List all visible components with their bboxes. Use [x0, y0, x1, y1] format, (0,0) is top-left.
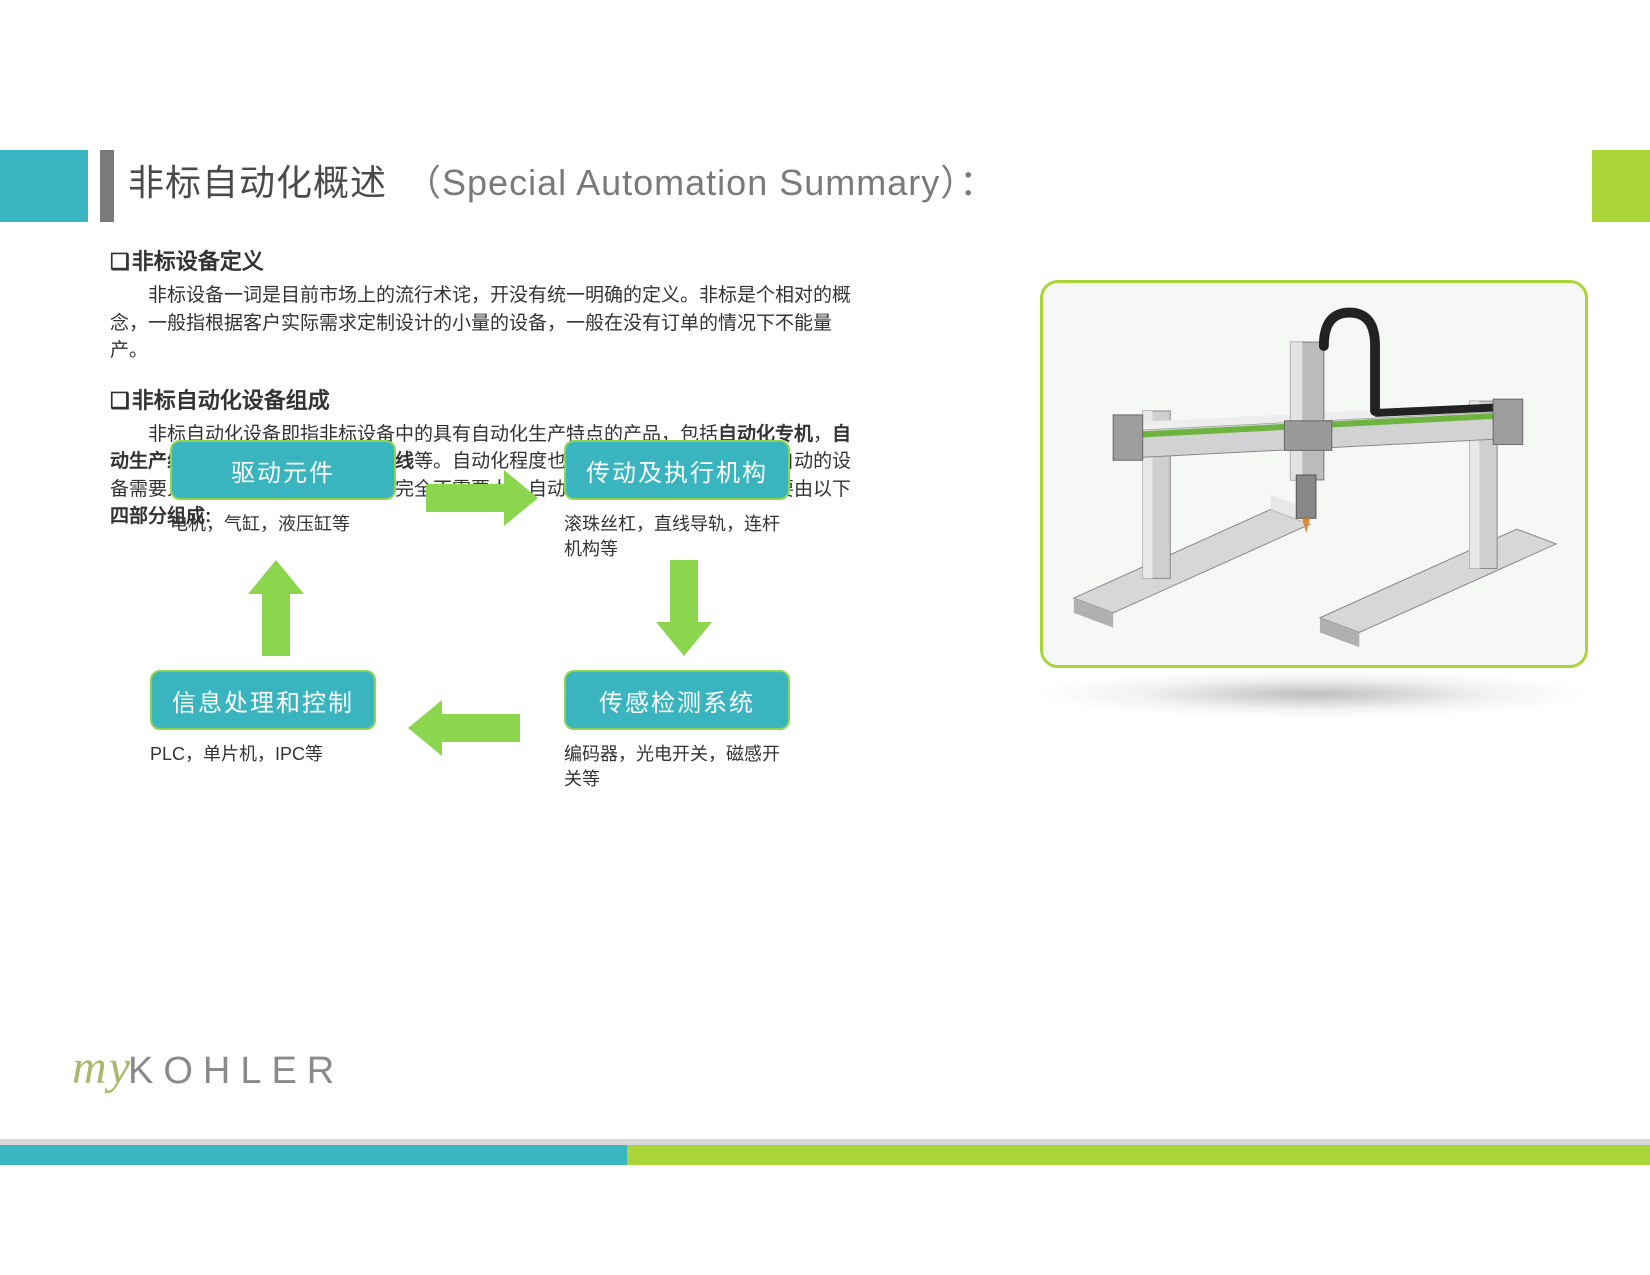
arrow-right-icon	[426, 470, 538, 526]
node-sensing: 传感检测系统	[564, 670, 790, 730]
node-2-label: 传动及执行机构	[586, 453, 768, 488]
title-subtitle: （Special Automation Summary）：	[405, 162, 996, 203]
page-title: 非标自动化概述 （Special Automation Summary）：	[128, 154, 996, 206]
header-accent-gray	[100, 150, 114, 222]
node-2-caption: 滚珠丝杠，直线导轨，连杆机构等	[564, 512, 790, 562]
section-1-heading: ❑非标设备定义	[110, 244, 860, 276]
node-4-label: 信息处理和控制	[172, 683, 354, 718]
footer-accent-teal	[0, 1145, 627, 1165]
arrow-down-icon	[656, 560, 712, 656]
logo-brand: KOHLER	[128, 1050, 344, 1092]
logo-script: my	[72, 1041, 132, 1094]
bullet-icon: ❑	[110, 249, 130, 274]
flowchart: 驱动元件 电机，气缸，液压缸等 传动及执行机构 滚珠丝杠，直线导轨，连杆机构等 …	[140, 432, 820, 772]
section-1-body: 非标设备一词是目前市场上的流行术诧，开没有统一明确的定义。非标是个相对的概念，一…	[110, 282, 860, 365]
arrow-left-icon	[408, 700, 520, 756]
header-accent-green	[1592, 150, 1650, 222]
equipment-image	[1040, 280, 1588, 668]
node-3-caption: 编码器，光电开关，磁感开关等	[564, 742, 790, 792]
header-accent-teal	[0, 150, 88, 222]
node-control: 信息处理和控制	[150, 670, 376, 730]
node-1-label: 驱动元件	[231, 453, 335, 488]
bullet-icon: ❑	[110, 388, 130, 413]
image-shadow	[1040, 670, 1588, 718]
section-2-heading-text: 非标自动化设备组成	[132, 388, 330, 413]
brand-logo: myKOHLER	[72, 1040, 344, 1095]
section-1-heading-text: 非标设备定义	[132, 249, 264, 274]
node-3-label: 传感检测系统	[599, 683, 755, 718]
footer-accent-green	[627, 1145, 1650, 1165]
node-1-caption: 电机，气缸，液压缸等	[170, 512, 396, 537]
arrow-up-icon	[248, 560, 304, 656]
node-transmission: 传动及执行机构	[564, 440, 790, 500]
node-4-caption: PLC，单片机，IPC等	[150, 742, 376, 767]
node-drive-components: 驱动元件	[170, 440, 396, 500]
section-2-heading: ❑非标自动化设备组成	[110, 383, 860, 415]
title-main: 非标自动化概述	[128, 162, 387, 203]
gantry-robot-icon	[1043, 283, 1585, 665]
